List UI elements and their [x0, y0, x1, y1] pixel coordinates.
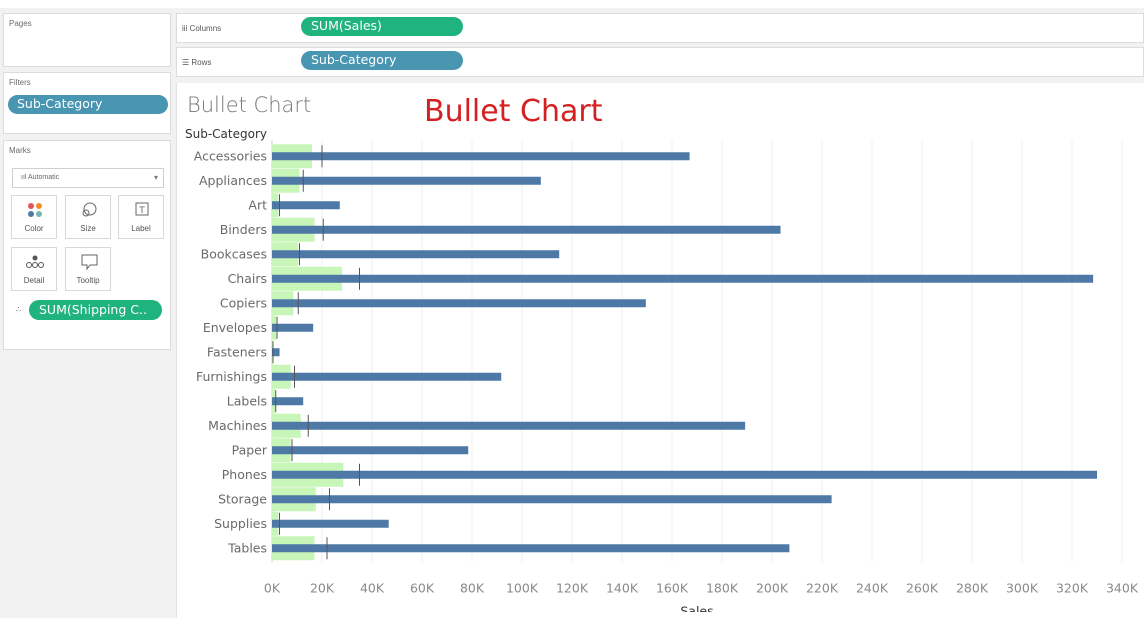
x-tick-label: 20K — [310, 581, 335, 596]
category-label: Furnishings — [196, 369, 267, 384]
category-label: Envelopes — [203, 320, 267, 335]
x-tick-label: 180K — [706, 581, 739, 596]
filters-card[interactable]: Filters Sub-Category — [3, 72, 171, 134]
category-label: Machines — [208, 418, 267, 433]
size-icon — [66, 202, 110, 218]
top-strip — [0, 0, 1144, 8]
x-tick-label: 60K — [410, 581, 435, 596]
marks-card[interactable]: Marks ııl Automatic ▾ Color Size T Label… — [3, 140, 171, 350]
sales-bar — [272, 201, 340, 210]
detail-pill-shipping-cost[interactable]: SUM(Shipping C.. — [29, 300, 162, 320]
filters-title: Filters — [9, 78, 31, 87]
category-label: Tables — [227, 540, 267, 555]
sales-bar — [272, 519, 389, 528]
sales-bar — [272, 495, 832, 504]
detail-label: Detail — [23, 276, 45, 285]
x-tick-label: 120K — [556, 581, 589, 596]
sales-bar — [272, 299, 646, 308]
category-label: Labels — [227, 393, 267, 408]
color-button[interactable]: Color — [11, 195, 57, 239]
pages-title: Pages — [9, 19, 32, 28]
svg-text:T: T — [138, 206, 145, 216]
tooltip-label: Tooltip — [76, 276, 100, 285]
chevron-down-icon: ▾ — [153, 173, 158, 182]
label-button[interactable]: T Label — [118, 195, 164, 239]
tooltip-button[interactable]: Tooltip — [65, 247, 111, 291]
detail-field-icon: ∴ — [16, 305, 22, 314]
tooltip-icon — [66, 254, 110, 271]
x-tick-label: 200K — [756, 581, 789, 596]
x-tick-label: 220K — [806, 581, 839, 596]
category-label: Copiers — [220, 295, 267, 310]
marks-title: Marks — [9, 146, 31, 155]
sales-bar — [272, 225, 781, 234]
label-label: Label — [131, 224, 151, 233]
category-label: Storage — [218, 491, 267, 506]
color-label: Color — [24, 224, 44, 233]
x-tick-label: 280K — [956, 581, 989, 596]
x-axis-title: Sales — [680, 604, 713, 613]
x-tick-label: 140K — [606, 581, 639, 596]
columns-icon: iii — [182, 24, 188, 33]
rows-pill-subcategory[interactable]: Sub-Category — [301, 51, 463, 70]
category-label: Binders — [220, 222, 267, 237]
annotation-title: Bullet Chart — [424, 94, 603, 129]
rows-shelf[interactable]: ☰ Rows Sub-Category — [176, 47, 1144, 77]
columns-shelf-label: iii Columns — [182, 24, 222, 33]
sales-bar — [272, 470, 1098, 479]
mark-type-dropdown[interactable]: ııl Automatic ▾ — [12, 168, 164, 188]
category-label: Accessories — [194, 148, 267, 163]
view-canvas — [176, 83, 1144, 618]
filter-pill-subcategory[interactable]: Sub-Category — [8, 95, 168, 114]
sales-bar — [272, 397, 304, 406]
sales-bar — [272, 176, 541, 185]
category-label: Paper — [232, 442, 268, 457]
detail-icon — [12, 254, 56, 270]
sales-bar — [272, 348, 280, 357]
rows-icon: ☰ — [182, 58, 190, 67]
category-label: Fasteners — [207, 344, 267, 359]
x-tick-label: 260K — [906, 581, 939, 596]
mark-type-value: ııl Automatic — [21, 174, 60, 181]
category-label: Appliances — [199, 173, 267, 188]
x-tick-label: 240K — [856, 581, 889, 596]
pages-card[interactable]: Pages — [3, 13, 171, 67]
x-tick-label: 100K — [506, 581, 539, 596]
x-tick-label: 320K — [1056, 581, 1089, 596]
category-label: Phones — [222, 467, 267, 482]
sales-bar — [272, 421, 746, 430]
x-tick-label: 40K — [360, 581, 385, 596]
detail-button[interactable]: Detail — [11, 247, 57, 291]
sales-bar — [272, 372, 502, 381]
category-label: Chairs — [228, 271, 267, 286]
bullet-chart[interactable]: Accessories Appliances Art Binders Bookcases… — [176, 140, 1144, 612]
category-label: Bookcases — [201, 246, 267, 261]
color-icon — [12, 202, 56, 218]
sales-bar — [272, 274, 1094, 283]
sales-bar — [272, 250, 560, 259]
category-label: Art — [248, 197, 267, 212]
category-label: Supplies — [214, 516, 267, 531]
rows-header: Sub-Category — [185, 127, 267, 141]
size-button[interactable]: Size — [65, 195, 111, 239]
text-label-icon: T — [119, 202, 163, 218]
columns-shelf[interactable]: iii Columns SUM(Sales) — [176, 13, 1144, 43]
sales-bar — [272, 152, 690, 161]
x-tick-label: 340K — [1106, 581, 1139, 596]
size-label: Size — [80, 224, 96, 233]
x-tick-label: 0K — [264, 581, 281, 596]
rows-shelf-label: ☰ Rows — [182, 58, 212, 67]
view-title: Bullet Chart — [187, 93, 312, 117]
sales-bar — [272, 323, 314, 332]
x-tick-label: 300K — [1006, 581, 1039, 596]
columns-pill-sum-sales[interactable]: SUM(Sales) — [301, 17, 463, 36]
sales-bar — [272, 544, 790, 553]
x-tick-label: 80K — [460, 581, 485, 596]
sales-bar — [272, 446, 469, 455]
x-tick-label: 160K — [656, 581, 689, 596]
